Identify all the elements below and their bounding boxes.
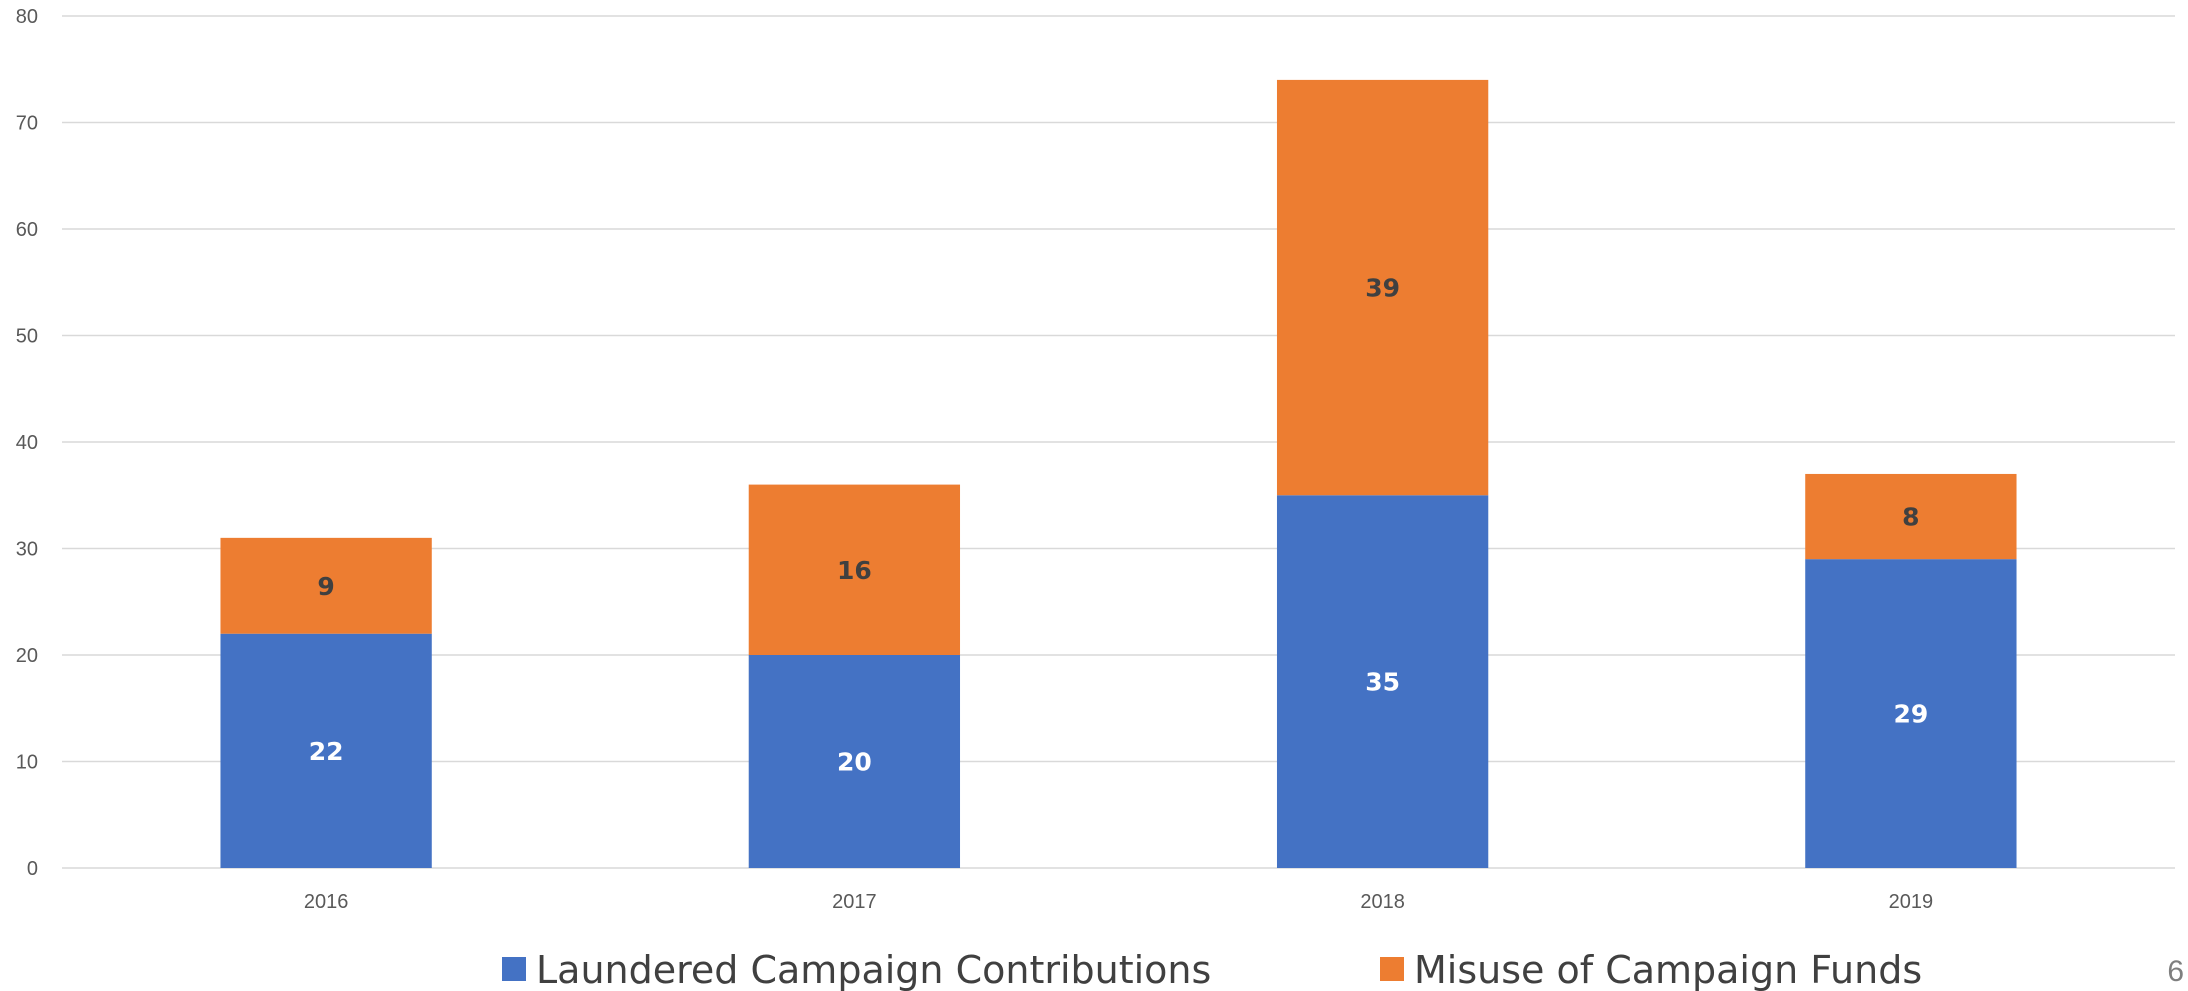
x-tick-label: 2019	[1889, 891, 1934, 913]
x-axis: 2016 2017 2018 2019	[304, 891, 1933, 913]
y-tick-label: 0	[27, 858, 38, 880]
y-tick-label: 30	[16, 539, 38, 561]
y-tick-label: 10	[16, 752, 38, 774]
data-label: 29	[1893, 700, 1928, 729]
bar-segment	[748, 655, 961, 868]
y-tick-label: 20	[16, 645, 38, 667]
data-label: 20	[837, 748, 872, 777]
legend: Laundered Campaign Contributions Misuse o…	[502, 948, 1922, 991]
bar-segment	[748, 484, 961, 655]
bars: 22 9 20 16 35 39 29 8	[220, 79, 2017, 868]
x-tick-label: 2018	[1360, 891, 1405, 913]
data-label: 8	[1902, 503, 1919, 532]
data-label: 39	[1365, 274, 1400, 303]
y-tick-label: 50	[16, 326, 38, 348]
data-label: 16	[837, 556, 872, 585]
page-number: 6	[2167, 955, 2184, 988]
x-tick-label: 2017	[832, 891, 877, 913]
bar-segment	[220, 537, 432, 634]
legend-swatch	[1380, 957, 1404, 981]
y-tick-label: 40	[16, 432, 38, 454]
bar-segment	[1805, 473, 2017, 560]
legend-swatch	[502, 957, 526, 981]
data-label: 9	[317, 572, 334, 601]
bar-segment	[1805, 559, 2017, 868]
y-axis: 0 10 20 30 40 50 60 70 80	[16, 6, 38, 880]
y-tick-label: 60	[16, 219, 38, 241]
bar-segment	[220, 633, 432, 868]
x-tick-label: 2016	[304, 891, 349, 913]
data-label: 22	[309, 737, 344, 766]
bar-segment	[1276, 79, 1489, 496]
legend-label: Laundered Campaign Contributions	[536, 948, 1211, 991]
y-tick-label: 80	[16, 6, 38, 28]
data-label: 35	[1365, 668, 1400, 697]
legend-label: Misuse of Campaign Funds	[1414, 948, 1922, 991]
bar-segment	[1276, 495, 1489, 868]
y-tick-label: 70	[16, 113, 38, 135]
